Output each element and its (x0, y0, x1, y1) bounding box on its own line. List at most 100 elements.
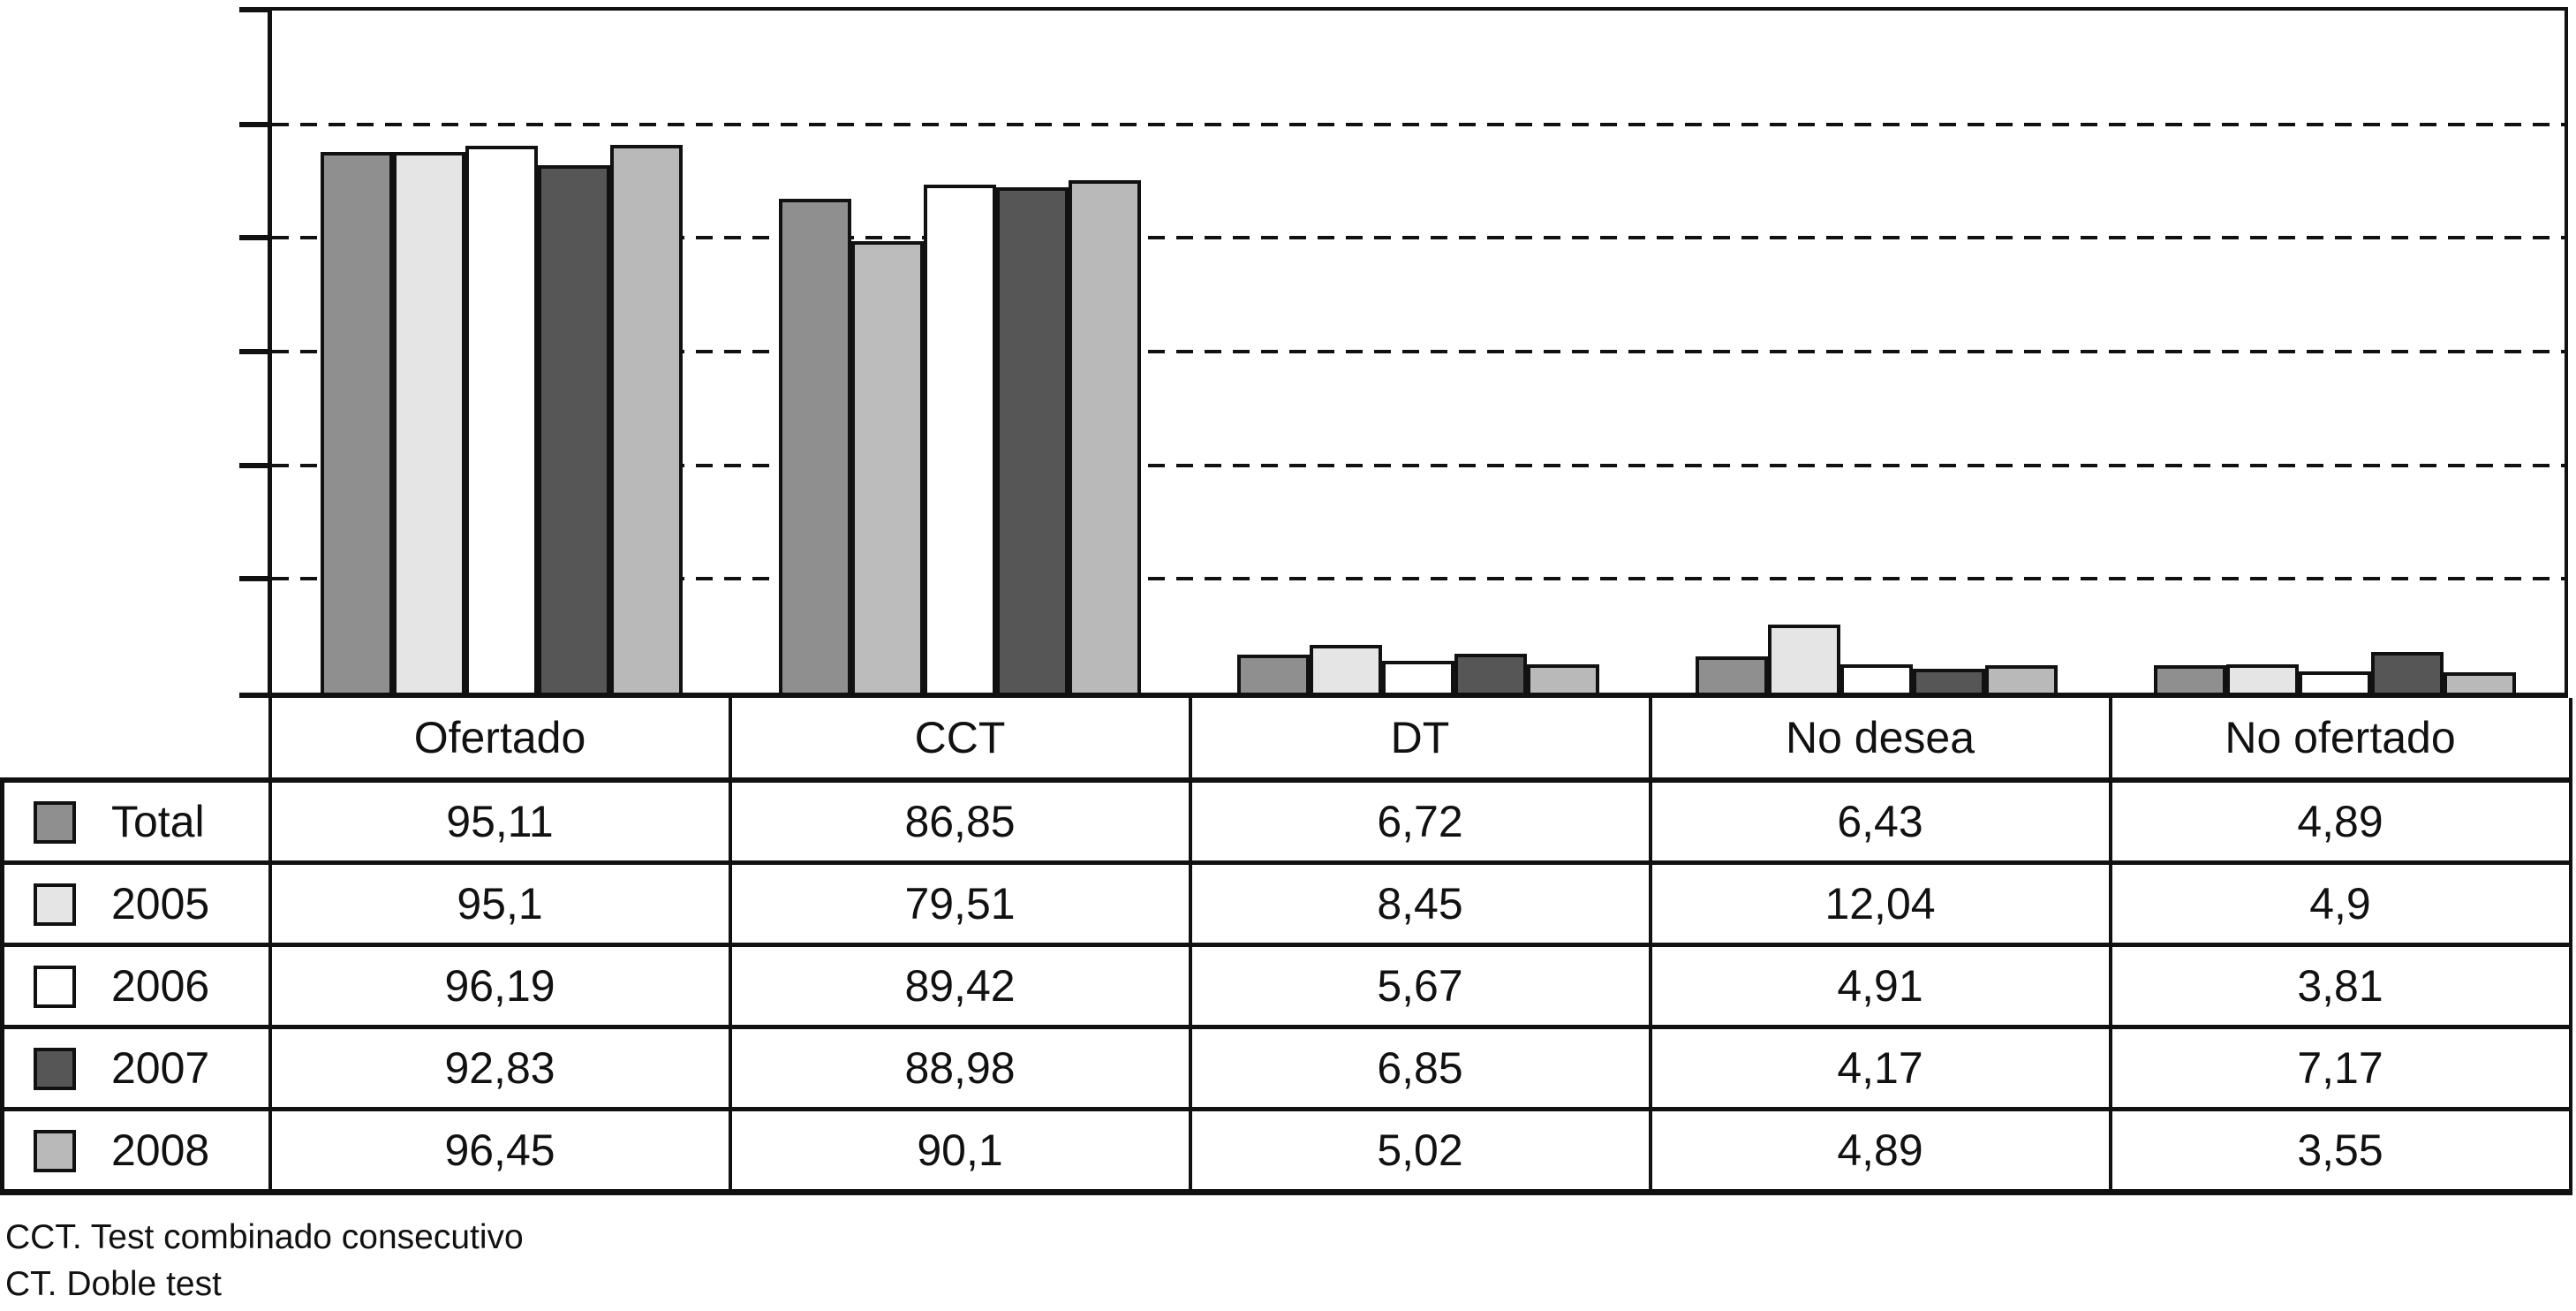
legend-label-2006: 2006 (111, 961, 210, 1011)
cell-2006-no-ofertado: 3,81 (2108, 943, 2572, 1029)
cell-2008-no-ofertado: 3,55 (2108, 1107, 2572, 1195)
y-axis-tick-top (239, 7, 268, 12)
bar-total-no-desea (1696, 656, 1769, 693)
bar-group-cct (730, 11, 1189, 693)
bar-2005-dt (1310, 644, 1382, 693)
gridline-80 (272, 236, 2565, 240)
legend-cell-total: Total (0, 777, 272, 865)
gridline-100 (272, 122, 2565, 126)
chart-plot-area (239, 7, 2568, 698)
bar-2007-no-desea (1913, 669, 1986, 693)
y-axis-tick-60 (239, 349, 268, 354)
cell-2006-dt: 5,67 (1188, 943, 1652, 1029)
legend-cell-2008: 2008 (0, 1107, 272, 1195)
gridline-20 (272, 577, 2565, 581)
bar-2005-no-desea (1768, 624, 1841, 693)
bar-group-dt (1189, 11, 1647, 693)
y-axis-tick-40 (239, 462, 268, 468)
cell-2008-no-desea: 4,89 (1648, 1107, 2112, 1195)
cell-2006-no-desea: 4,91 (1648, 943, 2112, 1029)
cell-2005-no-desea: 12,04 (1648, 860, 2112, 947)
cell-2008-ofertado: 96,45 (268, 1107, 732, 1195)
column-header-no-ofertado: No ofertado (2108, 698, 2572, 783)
footnotes: CCT. Test combinado consecutivo CT. Dobl… (5, 1214, 524, 1307)
cell-2005-cct: 79,51 (728, 860, 1192, 947)
column-header-no-desea: No desea (1648, 698, 2112, 783)
gridline-40 (272, 463, 2565, 467)
table-row-2008: 2008 96,45 90,1 5,02 4,89 3,55 (0, 1107, 2572, 1195)
bar-2008-no-desea (1985, 664, 2059, 693)
table-header-row: Ofertado CCT DT No desea No ofertado (2, 698, 2572, 783)
cell-2007-cct: 88,98 (728, 1025, 1192, 1111)
bar-2007-dt (1454, 653, 1527, 693)
legend-label-2007: 2007 (111, 1043, 210, 1093)
cell-2005-dt: 8,45 (1188, 860, 1652, 947)
legend-swatch-2005 (34, 883, 76, 926)
bar-2006-ofertado (465, 146, 538, 693)
legend-label-2008: 2008 (111, 1125, 210, 1175)
legend-cell-2007: 2007 (0, 1025, 272, 1111)
y-axis-tick-0 (239, 693, 268, 698)
bar-total-ofertado (320, 152, 393, 693)
cell-2006-ofertado: 96,19 (268, 943, 732, 1029)
bar-2006-no-ofertado (2299, 671, 2372, 693)
cell-2007-no-ofertado: 7,17 (2108, 1025, 2572, 1111)
legend-label-2005: 2005 (111, 879, 210, 928)
y-axis-tick-80 (239, 235, 268, 241)
cell-2006-cct: 89,42 (728, 943, 1192, 1029)
bar-2006-dt (1382, 660, 1454, 693)
bar-2008-cct (1068, 180, 1141, 693)
bar-groups (272, 11, 2565, 693)
bar-2005-no-ofertado (2226, 664, 2300, 693)
bar-2007-no-ofertado (2371, 651, 2444, 693)
legend-label-total: Total (111, 797, 205, 846)
bar-2008-dt (1527, 663, 1599, 693)
cell-2007-ofertado: 92,83 (268, 1025, 732, 1111)
bar-2007-cct (995, 186, 1069, 693)
bar-group-no-ofertado (2106, 11, 2565, 693)
cell-total-dt: 6,72 (1188, 777, 1652, 865)
legend-swatch-total (34, 801, 76, 844)
bar-2008-no-ofertado (2444, 672, 2517, 693)
legend-swatch-2006 (34, 966, 76, 1008)
cell-2008-cct: 90,1 (728, 1107, 1192, 1195)
bar-2008-ofertado (609, 144, 683, 693)
bar-total-no-ofertado (2154, 664, 2227, 693)
cell-2008-dt: 5,02 (1188, 1107, 1652, 1195)
cell-total-no-desea: 6,43 (1648, 777, 2112, 865)
cell-total-cct: 86,85 (728, 777, 1192, 865)
y-axis-tick-20 (239, 576, 268, 582)
footnote-line-1: CCT. Test combinado consecutivo (5, 1218, 524, 1256)
cell-2005-ofertado: 95,1 (268, 860, 732, 947)
legend-cell-2006: 2006 (0, 943, 272, 1029)
legend-swatch-2008 (34, 1130, 76, 1172)
bar-total-cct (778, 199, 851, 693)
bar-2006-cct (923, 184, 996, 693)
data-table: Ofertado CCT DT No desea No ofertado Total 95,… (0, 698, 2572, 1195)
legend-cell-2005: 2005 (0, 860, 272, 947)
footnote-line-2: CT. Doble test (5, 1265, 222, 1303)
bar-group-ofertado (272, 11, 730, 693)
table-row-total: Total 95,11 86,85 6,72 6,43 4,89 (0, 777, 2572, 865)
cell-total-no-ofertado: 4,89 (2108, 777, 2572, 865)
column-header-dt: DT (1188, 698, 1652, 783)
bar-total-dt (1237, 654, 1310, 693)
table-body: Ofertado CCT DT No desea No ofertado Total 95,… (0, 698, 2572, 1195)
table-corner-cell (2, 698, 272, 783)
column-header-ofertado: Ofertado (268, 698, 732, 783)
table-row-2005: 2005 95,1 79,51 8,45 12,04 4,9 (0, 860, 2572, 947)
bar-2005-ofertado (392, 152, 465, 693)
table-row-2007: 2007 92,83 88,98 6,85 4,17 7,17 (0, 1025, 2572, 1111)
bar-2005-cct (850, 240, 924, 693)
table-row-2006: 2006 96,19 89,42 5,67 4,91 3,81 (0, 943, 2572, 1029)
gridline-60 (272, 350, 2565, 353)
bar-group-no-desea (1648, 11, 2106, 693)
column-header-cct: CCT (728, 698, 1192, 783)
cell-2005-no-ofertado: 4,9 (2108, 860, 2572, 947)
bar-2007-ofertado (537, 164, 610, 693)
cell-2007-no-desea: 4,17 (1648, 1025, 2112, 1111)
cell-2007-dt: 6,85 (1188, 1025, 1652, 1111)
cell-total-ofertado: 95,11 (268, 777, 732, 865)
legend-swatch-2007 (34, 1048, 76, 1090)
